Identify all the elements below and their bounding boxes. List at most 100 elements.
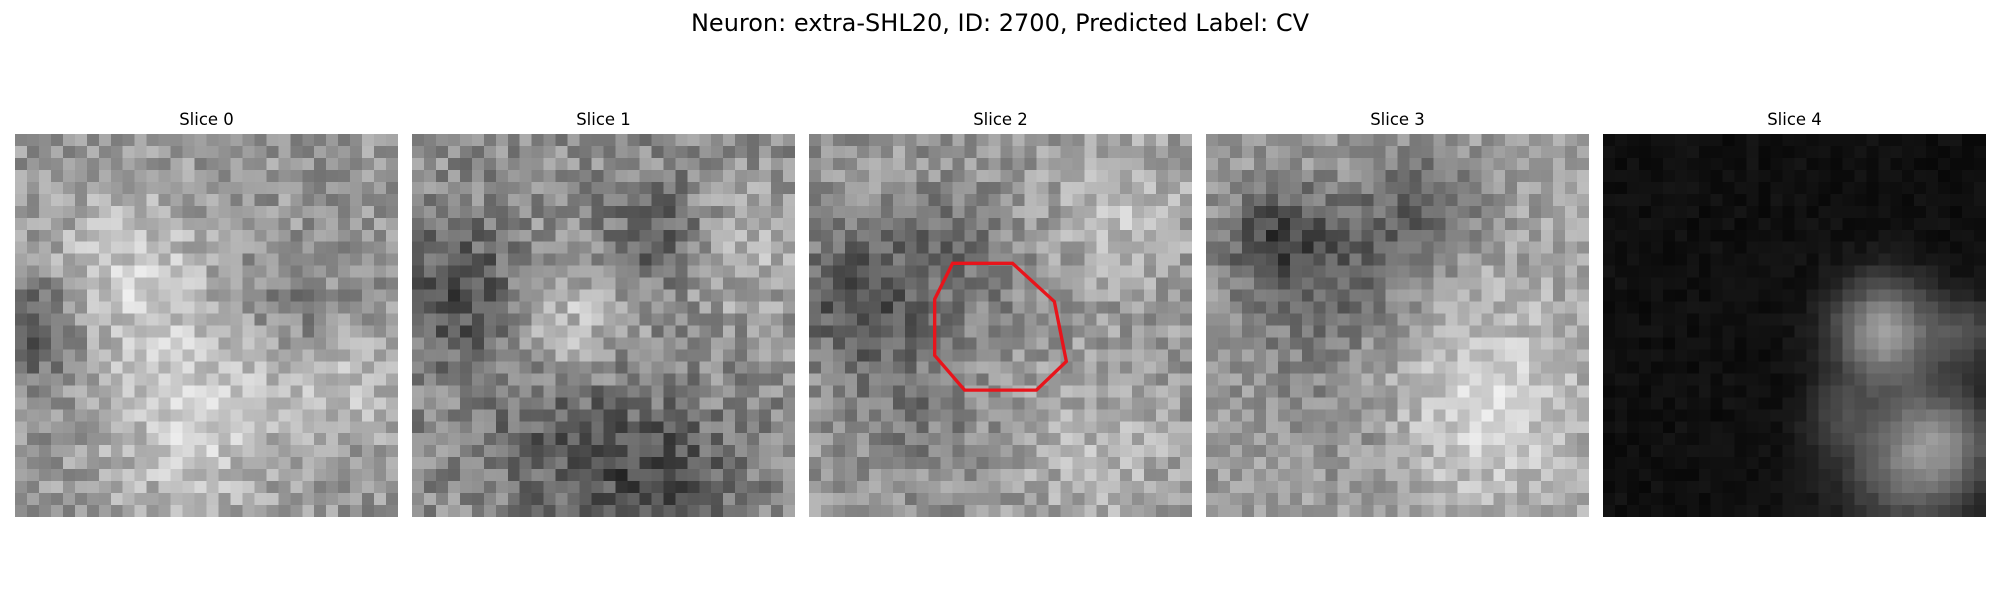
- pixel: [759, 157, 772, 171]
- pixel: [627, 205, 640, 219]
- pixel: [603, 325, 616, 338]
- pixel: [1866, 205, 1879, 219]
- pixel: [15, 145, 28, 159]
- pixel: [1541, 301, 1554, 314]
- pixel: [809, 445, 822, 458]
- pixel: [218, 493, 231, 506]
- pixel: [928, 217, 941, 230]
- pixel: [266, 265, 279, 278]
- pixel: [1746, 433, 1759, 446]
- pixel: [1962, 361, 1975, 374]
- pixel: [1108, 313, 1121, 326]
- pixel: [483, 445, 497, 458]
- pixel: [711, 481, 724, 494]
- pixel: [1686, 157, 1699, 171]
- pixel: [62, 205, 76, 219]
- pixel: [723, 457, 736, 470]
- pixel: [1289, 181, 1302, 195]
- pixel: [1373, 301, 1386, 314]
- pixel: [1878, 361, 1891, 374]
- pixel: [1265, 493, 1279, 506]
- pixel: [1108, 229, 1121, 242]
- pixel: [1818, 169, 1831, 183]
- pixel: [1289, 385, 1302, 398]
- pixel: [507, 229, 520, 242]
- pixel: [783, 289, 795, 302]
- pixel: [206, 337, 219, 350]
- pixel: [1926, 385, 1939, 398]
- pixel: [1349, 313, 1362, 326]
- pixel: [507, 325, 520, 338]
- pixel: [1048, 505, 1061, 517]
- pixel: [1373, 277, 1386, 290]
- pixel: [242, 145, 255, 159]
- pixel: [663, 469, 676, 482]
- pixel: [1926, 409, 1939, 422]
- pixel: [1890, 205, 1903, 219]
- pixel: [362, 409, 375, 422]
- pixel: [1541, 265, 1554, 278]
- pixel: [1469, 505, 1482, 517]
- pixel: [230, 505, 243, 517]
- pixel: [1337, 469, 1350, 482]
- pixel: [1445, 301, 1458, 314]
- pixel: [242, 313, 255, 326]
- pixel: [1373, 157, 1386, 171]
- pixel: [711, 313, 724, 326]
- pixel: [1048, 134, 1061, 147]
- pixel: [1938, 337, 1951, 350]
- pixel: [1349, 145, 1362, 159]
- pixel: [218, 229, 231, 242]
- pixel: [1289, 445, 1302, 458]
- pixel: [459, 277, 473, 290]
- pixel: [1842, 445, 1855, 458]
- pixel: [904, 301, 917, 314]
- pixel: [1710, 349, 1723, 362]
- pixel: [134, 205, 147, 219]
- pixel: [1529, 349, 1542, 362]
- pixel: [892, 409, 905, 422]
- pixel: [1638, 337, 1652, 350]
- pixel: [856, 217, 870, 230]
- pixel: [1950, 181, 1963, 195]
- pixel: [1084, 134, 1097, 147]
- pixel: [194, 361, 207, 374]
- pixel: [591, 481, 604, 494]
- pixel: [940, 289, 953, 302]
- pixel: [1217, 157, 1231, 171]
- pixel: [483, 181, 497, 195]
- pixel: [820, 457, 834, 470]
- pixel: [627, 229, 640, 242]
- pixel: [651, 469, 664, 482]
- pixel: [218, 169, 231, 183]
- pixel: [591, 134, 604, 147]
- pixel: [1277, 229, 1291, 242]
- pixel: [266, 409, 279, 422]
- pixel: [735, 373, 748, 386]
- pixel: [134, 253, 147, 266]
- pixel: [591, 181, 604, 195]
- pixel: [1144, 145, 1157, 159]
- pixel: [350, 505, 363, 517]
- pixel: [1433, 373, 1446, 386]
- pixel: [1421, 277, 1434, 290]
- pixel: [1529, 481, 1542, 494]
- pixel: [1866, 409, 1879, 422]
- pixel: [1445, 397, 1458, 410]
- pixel: [1012, 325, 1025, 338]
- pixel: [928, 505, 941, 517]
- pixel: [519, 205, 532, 219]
- pixel: [1096, 169, 1109, 183]
- pixel: [146, 157, 159, 171]
- pixel: [170, 385, 183, 398]
- pixel: [1385, 481, 1398, 494]
- pixel: [904, 457, 917, 470]
- pixel: [1914, 134, 1927, 147]
- pixel: [26, 229, 40, 242]
- pixel: [663, 493, 676, 506]
- pixel: [519, 241, 532, 254]
- pixel: [868, 157, 882, 171]
- pixel: [1938, 277, 1951, 290]
- pixel: [1277, 505, 1291, 517]
- pixel: [447, 301, 461, 314]
